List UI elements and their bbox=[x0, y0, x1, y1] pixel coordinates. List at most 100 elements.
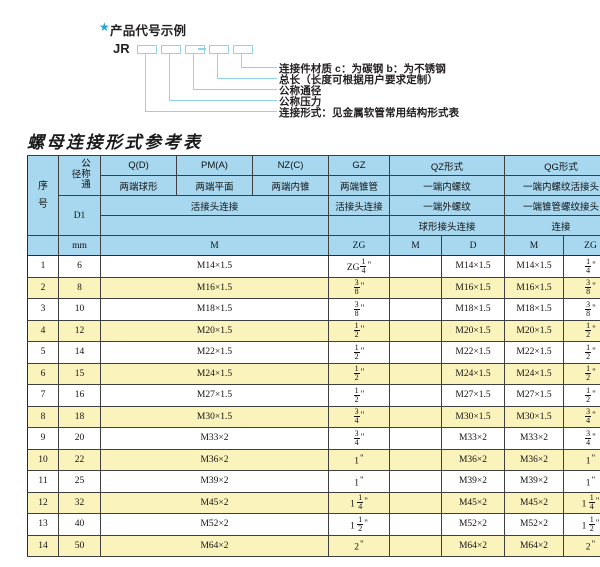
header-mm: mm bbox=[58, 235, 101, 256]
cell-seq: 1 bbox=[27, 255, 59, 278]
cell-qz-d: M22×1.5 bbox=[440, 341, 506, 364]
star-icon: ★ bbox=[99, 20, 110, 34]
header-conn-left: 活接头连接 bbox=[100, 195, 329, 216]
header-conn2-gz bbox=[328, 215, 390, 236]
cell-qz-d: M24×1.5 bbox=[440, 362, 506, 385]
cell-thread-m: M24×1.5 bbox=[100, 362, 329, 385]
header-conn-qz: 一端外螺纹 bbox=[388, 195, 506, 216]
cell-thread-m: M14×1.5 bbox=[100, 255, 329, 278]
table-row: 3 10 M18×1.5 3 8 " M18×1.5 M18×1.5 3 8 " bbox=[27, 298, 600, 321]
cell-qg-m: M18×1.5 bbox=[504, 298, 565, 321]
header-row-connection2: 球形接头连接 连接 bbox=[28, 215, 600, 236]
code-box-2 bbox=[161, 45, 181, 54]
cell-qz-m bbox=[389, 384, 442, 407]
header-sub-m-qg: M bbox=[504, 235, 565, 256]
header-d1-label: D1 bbox=[73, 210, 86, 221]
code-separator-dash bbox=[198, 48, 206, 50]
cell-qz-d: M33×2 bbox=[440, 427, 506, 450]
header-group-qz: QZ形式 bbox=[388, 155, 506, 176]
cell-qz-m bbox=[389, 448, 442, 471]
leader-line-material-h bbox=[241, 67, 277, 69]
cell-gz-zg: 3 8 " bbox=[328, 276, 390, 299]
cell-nominal-diameter: 10 bbox=[58, 298, 101, 321]
table-row: 5 14 M22×1.5 1 2 " M22×1.5 M22×1.5 1 2 " bbox=[27, 341, 600, 364]
table-body: 1 6 M14×1.5 ZG 1 4 " M14×1.5 M14×1.5 1 4 " 2 8 M16×1.5… bbox=[27, 255, 600, 557]
table-row: 13 40 M52×2 1 1 2 " M52×2 M52×2 1 1 2 " bbox=[27, 513, 600, 536]
cell-gz-zg: 3 4 " bbox=[328, 427, 390, 450]
cell-gz-zg: 1 2 " bbox=[328, 341, 390, 364]
cell-qg-m: M39×2 bbox=[504, 470, 565, 493]
header-conn2-left bbox=[100, 215, 329, 236]
cell-seq: 8 bbox=[27, 405, 59, 428]
cell-qg-zg: 1 4 " bbox=[563, 255, 600, 278]
cell-qg-zg: 1 2 " bbox=[563, 384, 600, 407]
cell-qg-m: M45×2 bbox=[504, 491, 565, 514]
cell-qg-zg: 1 1 2 " bbox=[563, 513, 600, 536]
cell-thread-m: M33×2 bbox=[100, 427, 329, 450]
table-row: 12 32 M45×2 1 1 4 " M45×2 M45×2 1 1 4 " bbox=[27, 491, 600, 514]
header-sub-m-left: M bbox=[100, 235, 329, 256]
cell-qz-d: M20×1.5 bbox=[440, 319, 506, 342]
page-title: 螺母连接形式参考表 bbox=[27, 133, 203, 152]
cell-qg-m: M24×1.5 bbox=[504, 362, 565, 385]
cell-nominal-diameter: 50 bbox=[58, 534, 101, 557]
leader-line-form-h bbox=[145, 111, 277, 113]
cell-qz-m bbox=[389, 276, 442, 299]
header-conn2-qg: 连接 bbox=[504, 215, 600, 236]
cell-gz-zg: 2" bbox=[328, 534, 390, 557]
cell-nominal-diameter: 18 bbox=[58, 405, 101, 428]
cell-qz-d: M45×2 bbox=[440, 491, 506, 514]
cell-qz-m bbox=[389, 319, 442, 342]
header-seq: 序 号 bbox=[27, 155, 59, 236]
cell-qg-m: M22×1.5 bbox=[504, 341, 565, 364]
leader-line-length-v bbox=[217, 54, 219, 79]
cell-qg-zg: 1 2 " bbox=[563, 319, 600, 342]
leader-label-length: 总长（长度可根据用户要求定制） bbox=[279, 74, 438, 86]
cell-nominal-diameter: 6 bbox=[58, 255, 101, 278]
header-form-nz: 两端内锥 bbox=[252, 175, 329, 196]
cell-gz-zg: 1 1 4 " bbox=[328, 491, 390, 514]
cell-qg-zg: 1 2 " bbox=[563, 362, 600, 385]
leader-line-pn-h bbox=[169, 100, 277, 102]
cell-seq: 13 bbox=[27, 513, 59, 536]
leader-label-pn: 公称压力 bbox=[279, 96, 322, 108]
header-group-gz: GZ bbox=[328, 155, 390, 176]
cell-qz-m bbox=[389, 491, 442, 514]
header-form-qz: 一端内螺纹 bbox=[388, 175, 506, 196]
header-row-forms: 两端球形 两端平面 两端内锥 两端锥管 一端内螺纹 一端内螺纹活接头 bbox=[28, 175, 600, 196]
header-sub-m-qz: M bbox=[389, 235, 442, 256]
cell-gz-zg: 3 8 " bbox=[328, 298, 390, 321]
cell-nominal-diameter: 20 bbox=[58, 427, 101, 450]
cell-qg-m: M16×1.5 bbox=[504, 276, 565, 299]
cell-qg-m: M52×2 bbox=[504, 513, 565, 536]
cell-seq: 10 bbox=[27, 448, 59, 471]
cell-qz-d: M14×1.5 bbox=[440, 255, 506, 278]
cell-qg-zg: 3 8 " bbox=[563, 276, 600, 299]
cell-seq: 2 bbox=[27, 276, 59, 299]
leader-label-dn: 公称通径 bbox=[279, 85, 322, 97]
cell-thread-m: M27×1.5 bbox=[100, 384, 329, 407]
cell-qg-zg: 3 4 " bbox=[563, 427, 600, 450]
code-box-4 bbox=[209, 45, 229, 54]
header-group-pm: PM(A) bbox=[176, 155, 253, 176]
leader-label-form: 连接形式：见金属软管常用结构形式表 bbox=[279, 107, 460, 119]
leader-line-material-v bbox=[241, 54, 243, 68]
table-row: 8 18 M30×1.5 3 4 " M30×1.5 M30×1.5 3 4 " bbox=[27, 405, 600, 428]
nut-connection-spec-table: 序 号 公称通径 Q(D) PM(A) NZ(C) GZ QZ形式 QG形式 bbox=[27, 155, 600, 557]
header-form-gz: 两端锥管 bbox=[328, 175, 390, 196]
header-group-nz: NZ(C) bbox=[252, 155, 329, 176]
table-row: 1 6 M14×1.5 ZG 1 4 " M14×1.5 M14×1.5 1 4 " bbox=[27, 255, 600, 278]
header-nominal-diameter: 公称通径 bbox=[58, 155, 101, 196]
code-box-5 bbox=[233, 45, 253, 54]
cell-thread-m: M30×1.5 bbox=[100, 405, 329, 428]
table-row: 14 50 M64×2 2" M64×2 M64×2 2" bbox=[27, 534, 600, 557]
cell-nominal-diameter: 16 bbox=[58, 384, 101, 407]
cell-seq: 11 bbox=[27, 470, 59, 493]
cell-seq: 7 bbox=[27, 384, 59, 407]
cell-qg-zg: 1 1 4 " bbox=[563, 491, 600, 514]
cell-nominal-diameter: 40 bbox=[58, 513, 101, 536]
cell-qg-zg: 1" bbox=[563, 448, 600, 471]
header-row-units: mm M ZG M D M ZG bbox=[27, 235, 600, 256]
leader-line-length-h bbox=[217, 78, 277, 80]
